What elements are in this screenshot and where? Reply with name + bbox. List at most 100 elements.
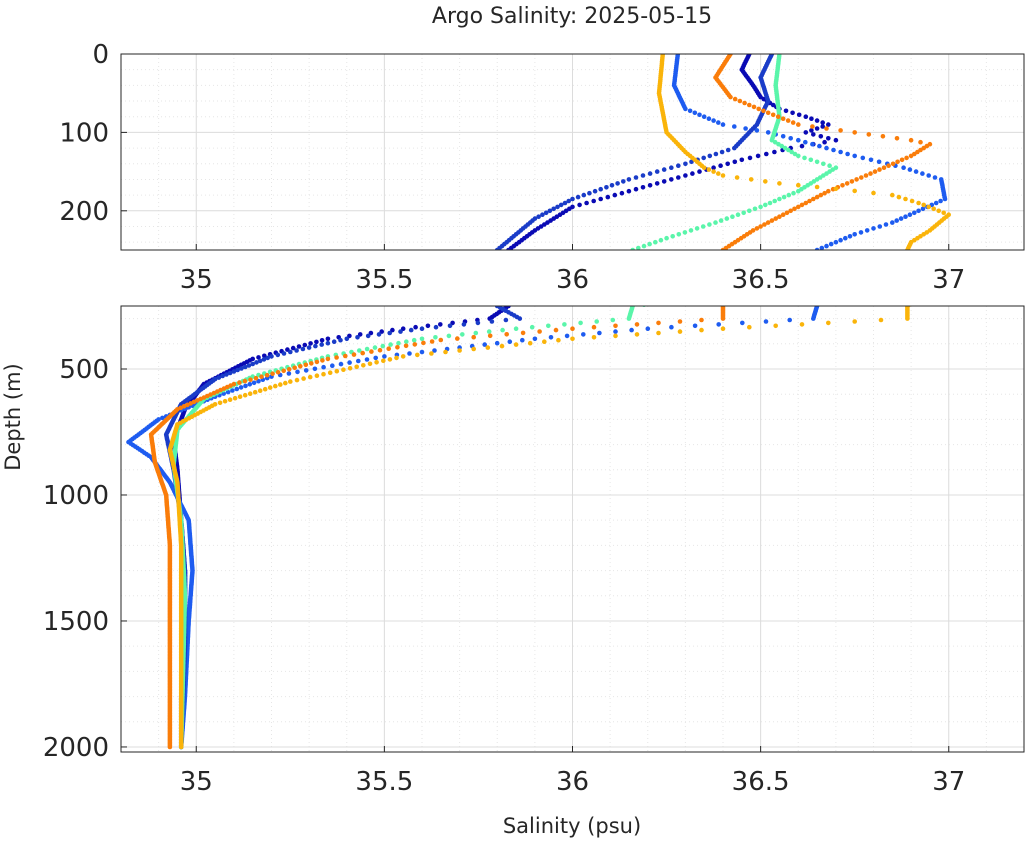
grid-lower: [120, 306, 1025, 752]
data-point: [838, 149, 843, 155]
data-point: [905, 316, 910, 321]
data-point: [376, 332, 382, 337]
data-point: [415, 352, 420, 358]
data-point: [380, 343, 386, 349]
data-point: [820, 124, 825, 129]
data-point: [932, 175, 938, 180]
data-point: [739, 157, 745, 163]
data-point: [770, 112, 776, 118]
data-point: [256, 355, 261, 360]
data-point: [843, 235, 848, 241]
data-point: [732, 96, 738, 102]
data-point: [790, 110, 795, 116]
data-point: [556, 337, 561, 343]
data-point: [309, 361, 314, 366]
data-point: [543, 210, 549, 216]
data-point: [811, 132, 816, 137]
data-point: [725, 147, 731, 153]
data-point: [494, 247, 500, 250]
data-point: [871, 226, 876, 231]
data-point: [676, 232, 682, 237]
data-point: [754, 226, 760, 231]
data-point: [294, 377, 300, 383]
data-point: [433, 324, 439, 330]
data-point: [796, 153, 801, 159]
data-point: [820, 120, 825, 125]
data-point: [716, 171, 721, 176]
x-tick-label: 35: [180, 767, 213, 797]
axes-border-upper: [120, 53, 1025, 251]
data-point: [803, 114, 809, 119]
data-point: [587, 190, 592, 196]
data-point: [235, 367, 240, 373]
data-point: [796, 137, 801, 143]
data-point: [536, 214, 541, 219]
data-point: [419, 336, 425, 342]
data-point: [899, 157, 905, 163]
data-point: [537, 329, 542, 334]
data-point: [796, 204, 801, 210]
data-point: [429, 339, 435, 344]
data-point: [938, 198, 943, 204]
data-point: [387, 357, 393, 362]
data-point: [711, 169, 716, 174]
data-point: [262, 353, 267, 359]
data-point: [787, 317, 792, 323]
data-point: [926, 173, 931, 178]
data-point: [748, 177, 754, 182]
data-point: [630, 252, 635, 257]
data-point: [653, 239, 658, 245]
data-point: [676, 175, 681, 180]
x-tick-label: 35: [180, 265, 213, 295]
data-point: [407, 351, 412, 356]
data-point: [802, 155, 807, 161]
data-point: [254, 360, 259, 365]
data-point: [419, 326, 425, 332]
series-4: [148, 306, 726, 750]
data-point: [683, 106, 688, 112]
data-point: [238, 385, 244, 390]
data-point: [338, 337, 343, 343]
data-point: [443, 349, 448, 355]
data-point: [369, 349, 374, 354]
data-point: [237, 394, 243, 400]
data-point: [292, 365, 298, 371]
data-point: [351, 352, 357, 357]
data-point: [634, 322, 640, 327]
data-point: [341, 367, 346, 373]
data-point: [863, 173, 869, 178]
data-point: [592, 188, 598, 194]
data-point: [697, 112, 702, 118]
data-point: [570, 196, 575, 202]
data-point: [790, 120, 796, 125]
data-point: [598, 186, 603, 192]
data-point: [230, 388, 235, 393]
data-point: [242, 364, 248, 370]
axes-upper: 35 35.5 36 36.5 37 0 100 200: [59, 40, 965, 295]
data-point: [864, 228, 870, 233]
data-point: [763, 179, 768, 184]
data-point: [677, 319, 683, 324]
data-point: [321, 371, 326, 377]
data-point: [826, 188, 831, 194]
data-point: [630, 247, 635, 250]
data-point: [826, 136, 831, 141]
data-point: [907, 167, 913, 172]
data-point: [319, 338, 325, 343]
data-point: [615, 181, 620, 186]
data-point: [217, 400, 223, 406]
data-point: [275, 370, 281, 375]
data-point: [303, 368, 309, 373]
data-point: [730, 214, 735, 219]
data-point: [356, 358, 361, 364]
data-point: [386, 346, 392, 352]
data-point: [883, 222, 889, 227]
data-point: [737, 98, 743, 104]
data-point: [494, 340, 500, 346]
data-point: [752, 206, 758, 212]
data-point: [866, 132, 872, 137]
data-point: [460, 332, 465, 337]
data-point: [482, 342, 488, 347]
data-point: [700, 224, 706, 229]
data-point: [838, 128, 843, 133]
